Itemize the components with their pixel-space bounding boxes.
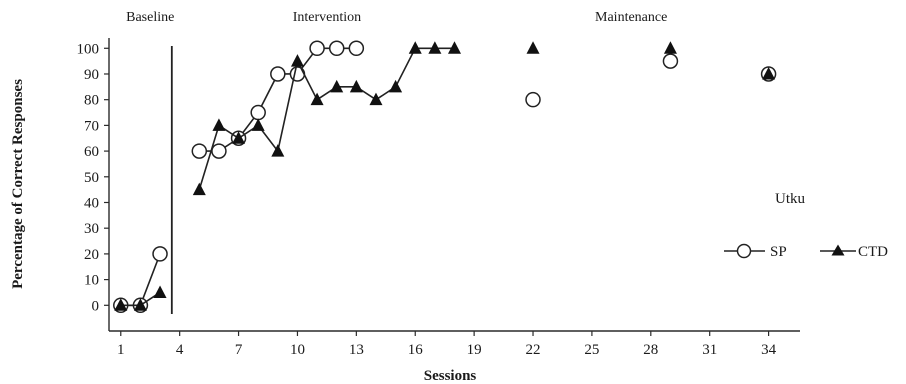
data-point <box>369 92 383 106</box>
x-tick-label: 4 <box>176 342 184 358</box>
phase-label: Baseline <box>126 10 174 25</box>
data-point <box>192 182 206 196</box>
x-tick-label: 31 <box>702 342 717 358</box>
data-point <box>448 41 461 54</box>
data-point <box>330 79 344 93</box>
y-tick-label: 30 <box>84 221 99 237</box>
x-tick-label: 16 <box>408 342 424 358</box>
phase-label: Maintenance <box>595 10 667 25</box>
y-tick-label: 20 <box>84 247 99 263</box>
legend-sp-marker <box>736 243 752 259</box>
axes <box>108 38 800 332</box>
data-point <box>663 41 677 54</box>
data-point <box>152 246 168 262</box>
data-point <box>428 41 442 54</box>
series-line <box>198 47 455 190</box>
series-line <box>199 47 357 152</box>
data-point <box>153 285 167 298</box>
x-tick-label: 28 <box>643 342 658 358</box>
x-tick-label: 34 <box>761 342 777 358</box>
x-tick-label: 19 <box>467 342 482 358</box>
data-point <box>250 104 266 121</box>
data-point <box>211 143 227 159</box>
y-tick-label: 60 <box>84 144 99 160</box>
series-layer <box>113 40 777 314</box>
data-point <box>526 41 540 54</box>
x-ticks: 1 4 7 10 13 16 19 22 25 28 31 34 <box>117 331 777 358</box>
legend-ctd-label: CTD <box>858 244 888 260</box>
data-point <box>389 79 403 93</box>
x-tick-label: 10 <box>290 342 305 358</box>
data-point <box>232 131 246 144</box>
data-point <box>271 144 285 157</box>
data-point <box>133 298 147 311</box>
data-point <box>328 40 345 57</box>
legend-item-ctd: CTD <box>820 244 888 260</box>
data-point <box>114 298 128 311</box>
x-tick-label: 22 <box>526 342 541 358</box>
legend-ctd-marker <box>831 244 845 256</box>
participant-label: Utku <box>775 191 806 207</box>
data-point <box>525 91 541 108</box>
data-point <box>310 92 324 106</box>
phase-labels: Baseline Intervention Maintenance <box>126 10 667 25</box>
data-point <box>309 40 325 57</box>
phase-label: Intervention <box>293 10 361 25</box>
legend: SP CTD <box>724 243 888 260</box>
y-tick-label: 90 <box>84 67 99 83</box>
data-point <box>762 66 776 80</box>
y-tick-label: 10 <box>84 273 99 289</box>
data-point <box>251 118 265 131</box>
data-point <box>270 66 286 82</box>
y-tick-label: 40 <box>84 195 99 211</box>
x-axis-title: Sessions <box>424 368 477 384</box>
data-point <box>348 40 365 57</box>
y-tick-label: 50 <box>84 170 99 186</box>
data-point <box>212 118 226 131</box>
series-sp <box>113 40 777 314</box>
y-tick-label: 80 <box>84 93 99 109</box>
y-tick-label: 100 <box>77 41 100 57</box>
data-point <box>408 41 422 54</box>
data-point <box>191 143 208 159</box>
y-tick-label: 0 <box>92 298 100 314</box>
y-tick-label: 70 <box>84 118 99 134</box>
legend-sp-label: SP <box>770 244 787 260</box>
data-point <box>349 79 363 93</box>
x-tick-label: 1 <box>117 342 125 358</box>
y-axis-title: Percentage of Correct Responses <box>10 79 26 289</box>
series-ctd <box>114 41 776 311</box>
data-point <box>662 53 679 69</box>
data-point <box>290 54 304 67</box>
y-ticks: 0 10 20 30 40 50 60 70 80 90 100 <box>77 41 109 314</box>
x-tick-label: 7 <box>235 342 243 358</box>
x-tick-label: 25 <box>584 342 599 358</box>
legend-item-sp: SP <box>724 243 787 260</box>
x-tick-label: 13 <box>349 342 364 358</box>
